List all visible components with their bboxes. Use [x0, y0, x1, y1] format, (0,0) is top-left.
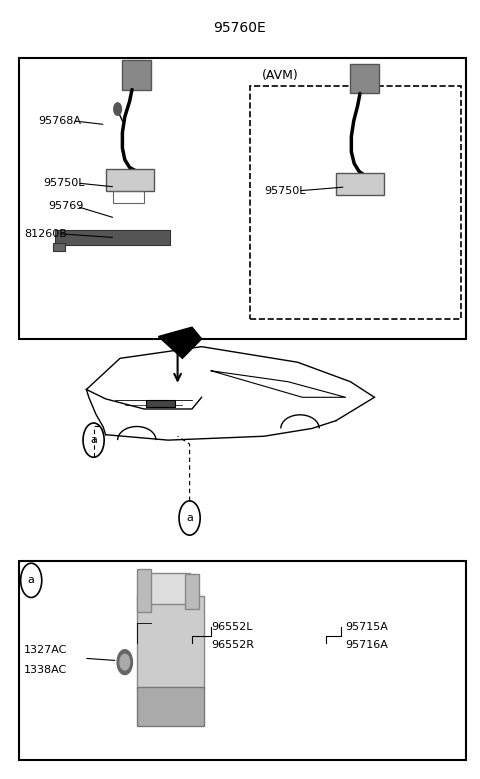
Bar	[142, 573, 190, 604]
Text: 1327AC: 1327AC	[24, 646, 67, 655]
Bar	[53, 243, 65, 251]
Bar	[336, 173, 384, 195]
Bar	[137, 569, 151, 612]
Circle shape	[114, 103, 121, 115]
Polygon shape	[158, 327, 202, 358]
Circle shape	[117, 650, 132, 675]
Text: 95769: 95769	[48, 202, 84, 211]
Text: a: a	[28, 576, 35, 585]
Bar	[137, 596, 204, 689]
Text: a: a	[90, 435, 97, 445]
Bar	[137, 687, 204, 726]
Text: 95715A: 95715A	[346, 622, 388, 632]
Text: 95750L: 95750L	[264, 186, 305, 196]
Text: 1338AC: 1338AC	[24, 665, 67, 675]
Bar	[106, 169, 154, 191]
Bar	[55, 230, 170, 245]
Text: 96552L: 96552L	[211, 622, 252, 632]
Text: 95750L: 95750L	[43, 178, 84, 188]
Text: 95768A: 95768A	[38, 116, 82, 125]
Circle shape	[120, 654, 130, 670]
Bar	[146, 400, 175, 407]
Bar	[250, 86, 461, 319]
Bar	[19, 58, 466, 339]
Text: 95760E: 95760E	[214, 21, 266, 35]
Bar	[122, 60, 151, 90]
Text: 81260B: 81260B	[24, 229, 67, 238]
Text: (AVM): (AVM)	[262, 69, 299, 82]
Text: 95716A: 95716A	[346, 640, 388, 650]
Bar	[185, 574, 199, 609]
Bar	[19, 561, 466, 760]
Bar	[350, 64, 379, 93]
Text: a: a	[186, 513, 193, 523]
Text: 96552R: 96552R	[211, 640, 254, 650]
Bar	[113, 191, 144, 203]
